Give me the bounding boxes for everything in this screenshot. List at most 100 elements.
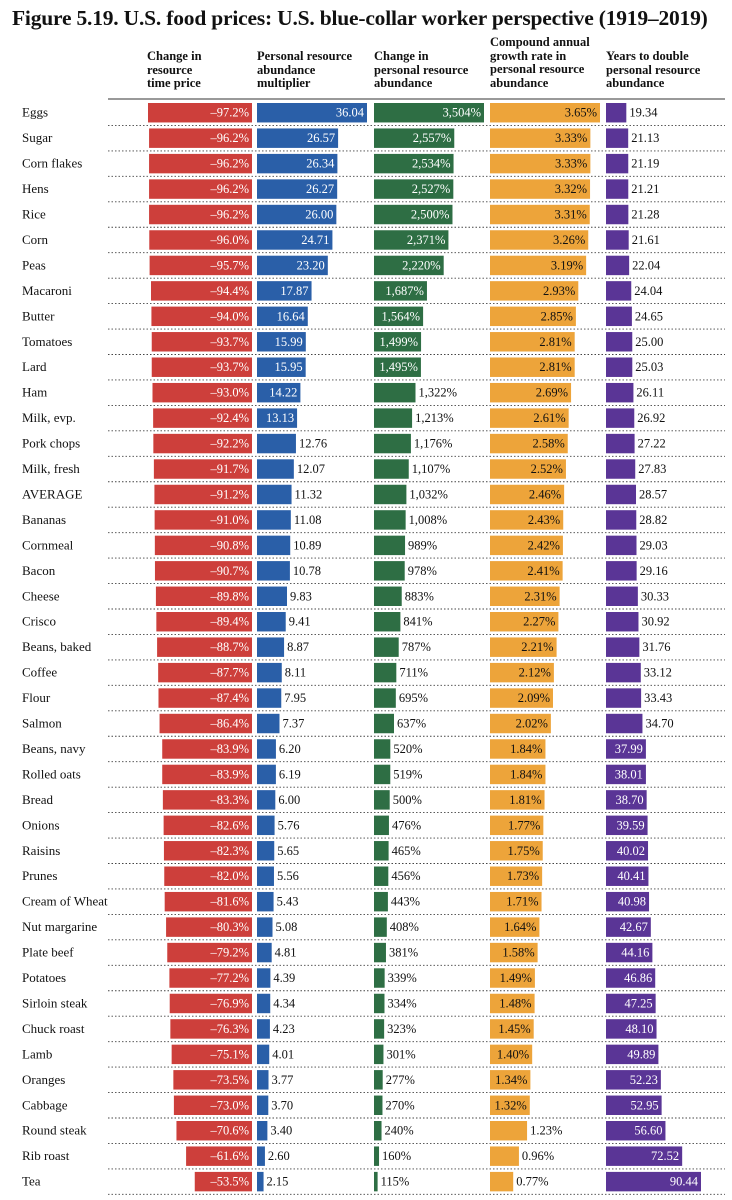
value-label-multiplier: 10.78 [293,564,321,578]
value-label-multiplier: 23.20 [297,258,325,272]
value-label-years: 27.83 [638,462,666,476]
value-label-change: 339% [388,971,417,985]
bar-cagr [490,764,546,785]
row-label: Bacon [22,563,56,578]
value-label-cagr: 1.32% [494,1098,526,1112]
bar-cagr [490,612,559,632]
value-label-years: 52.23 [630,1073,658,1087]
bar-time-price [169,993,252,1014]
bar-multiplier [257,1070,269,1090]
bar-time-price [149,179,252,199]
bar-multiplier [257,255,328,276]
value-label-multiplier: 15.99 [275,335,303,349]
row-label: Rice [22,207,46,222]
bar-multiplier [257,357,306,377]
value-label-time-price: –87.4% [209,691,249,705]
value-label-years: 33.43 [644,691,672,705]
bar-years [606,561,637,581]
value-label-time-price: –93.0% [209,386,249,400]
row-label: Nut margarine [22,919,97,934]
bar-cagr [490,637,557,657]
bar-change [374,841,389,861]
value-label-years: 31.76 [642,640,670,654]
bar-change [374,688,396,708]
bar-multiplier [257,408,298,428]
bar-years [606,1019,657,1039]
value-label-change: 500% [393,793,422,807]
bar-change [374,662,397,683]
value-label-years: 40.98 [618,895,646,909]
row-label: Pork chops [22,436,80,451]
value-label-change: 301% [386,1047,415,1061]
value-label-years: 21.13 [631,131,659,145]
value-label-years: 52.95 [630,1098,658,1112]
value-label-multiplier: 5.08 [276,920,298,934]
value-label-time-price: –75.1% [209,1047,249,1061]
value-label-years: 29.16 [640,564,668,578]
bar-years [606,408,635,428]
bar-cagr [490,739,546,759]
value-label-change: 519% [393,767,422,781]
bar-cagr [490,1146,519,1166]
bar-multiplier [257,306,308,327]
value-label-cagr: 2.46% [529,487,561,501]
column-header-line: Change in [147,49,202,63]
bar-cagr [490,255,587,276]
value-label-multiplier: 4.34 [273,996,296,1010]
value-label-change: 1,495% [379,360,418,374]
value-label-change: 2,527% [412,182,451,196]
value-label-cagr: 2.31% [524,589,556,603]
value-label-cagr: 3.65% [565,106,597,120]
column-header-cagr: Compound annual growth rate in personal re… [490,35,590,90]
value-label-time-price: –73.0% [209,1098,249,1112]
value-label-multiplier: 14.22 [269,386,297,400]
bar-years [606,204,629,225]
bar-years [606,1121,666,1141]
bar-cagr [490,153,591,174]
bar-cagr [490,484,565,505]
bar-multiplier [257,332,306,352]
value-label-years: 26.11 [636,386,664,400]
value-label-multiplier: 3.77 [272,1073,294,1087]
row-label: Prunes [22,868,57,883]
value-label-cagr: 2.42% [528,538,560,552]
value-label-change: 465% [392,844,421,858]
bar-cagr [490,357,575,377]
bar-time-price [149,128,252,148]
value-label-multiplier: 15.95 [275,360,303,374]
value-label-multiplier: 6.20 [279,742,301,756]
column-header-line: Change in [374,49,429,63]
value-label-years: 40.41 [617,869,645,883]
bar-time-price [154,561,252,581]
bar-time-price [166,917,252,937]
bar-time-price [158,662,252,683]
chart-title: Figure 5.19. U.S. food prices: U.S. blue… [12,6,708,30]
bar-years [606,1070,661,1090]
value-label-multiplier: 9.83 [290,589,312,603]
value-label-years: 21.21 [631,182,659,196]
bar-time-price [149,230,252,250]
bar-multiplier [257,891,274,912]
value-label-change: 989% [408,538,437,552]
value-label-cagr: 1.45% [498,1022,530,1036]
row-label: Plate beef [22,945,74,960]
bar-cagr [490,841,543,861]
value-label-cagr: 2.21% [521,640,553,654]
column-header-line: abundance [490,75,549,90]
bar-change [374,1044,384,1065]
value-label-years: 90.44 [670,1175,699,1189]
value-label-years: 27.22 [638,437,666,451]
row-label: Flour [22,690,51,705]
bar-change [374,790,390,810]
value-label-time-price: –61.6% [209,1149,249,1163]
bar-multiplier [257,764,276,785]
value-label-change: 1,499% [380,335,419,349]
value-label-cagr: 1.48% [499,996,531,1010]
value-label-cagr: 2.61% [533,411,565,425]
bar-time-price [158,688,252,708]
value-label-multiplier: 17.87 [280,284,308,298]
bar-years [606,612,639,632]
row-label: Cornmeal [22,537,74,552]
value-label-years: 39.59 [616,818,644,832]
column-header-line: time price [147,76,201,90]
